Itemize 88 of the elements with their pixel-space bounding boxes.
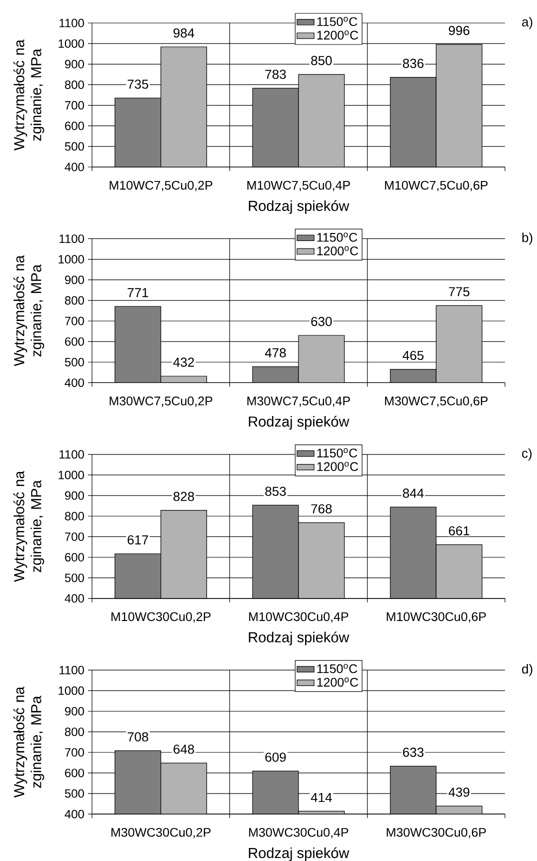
y-tick-label: 400 xyxy=(64,810,84,818)
legend-label: 1200$^{o}$C xyxy=(317,462,358,472)
y-tick-label: 1000 xyxy=(58,39,84,48)
y-axis-title: Wytrzymałość na zginanie, MPa xyxy=(13,39,44,150)
y-axis-title: Wytrzymałość na zginanie, MPa xyxy=(13,686,44,798)
x-tick-label: M30WC30Cu0,6P xyxy=(386,828,486,838)
legend-label: 1200$^{o}$C xyxy=(317,246,358,256)
y-tick-label: 600 xyxy=(65,768,84,778)
y-tick-label: 900 xyxy=(65,491,84,500)
y-tick-label: 800 xyxy=(64,80,84,89)
y-tick-label: 400 xyxy=(64,594,84,603)
y-axis-title: Wytrzymałość na zginanie, MPa xyxy=(13,255,44,366)
text: d) xyxy=(522,664,532,676)
x-axis-title: Rodzaj spieków xyxy=(248,416,350,430)
data-label: 771 xyxy=(128,288,148,298)
x-tick-label: M10WC30Cu0,2P xyxy=(111,612,211,623)
legend-label: 1150$^{o}$C xyxy=(317,232,358,242)
data-label: 853 xyxy=(265,486,286,496)
y-tick-label: 1100 xyxy=(60,18,84,28)
x-tick-label: M30WC30Cu0,2P xyxy=(111,828,211,838)
data-label: 630 xyxy=(311,316,332,326)
x-axis-title: Rodzaj spieków xyxy=(248,847,350,861)
data-label: 836 xyxy=(402,58,424,68)
legend-label: 1200$^{o}$C xyxy=(317,678,358,687)
x-tick-label: M10WC7,5Cu0,2P xyxy=(110,180,212,192)
x-tick-label: M10WC7,5Cu0,4P xyxy=(247,180,350,192)
text: a) xyxy=(522,16,532,30)
y-tick-label: 500 xyxy=(64,142,84,151)
data-label: 432 xyxy=(173,358,194,367)
y-tick-label: 700 xyxy=(65,532,84,541)
text: c) xyxy=(522,448,532,460)
x-tick-label: M10WC30Cu0,4P xyxy=(249,612,348,623)
text: b) xyxy=(522,232,532,245)
data-label: 850 xyxy=(311,56,332,66)
y-tick-label: 700 xyxy=(65,101,84,110)
data-label: 609 xyxy=(265,752,286,762)
legend-label: 1150$^{o}$C xyxy=(317,448,358,458)
data-label: 478 xyxy=(265,348,286,358)
data-label: 844 xyxy=(402,488,424,498)
x-tick-label: M30WC30Cu0,4P xyxy=(249,828,348,838)
y-tick-label: 900 xyxy=(65,60,84,68)
y-tick-label: 600 xyxy=(65,337,84,346)
y-tick-label: 700 xyxy=(65,316,84,326)
data-label: 439 xyxy=(448,788,470,797)
y-tick-label: 600 xyxy=(65,122,84,130)
data-label: 633 xyxy=(403,748,424,757)
data-label: 708 xyxy=(128,732,148,742)
data-label: 783 xyxy=(265,70,286,79)
y-tick-label: 500 xyxy=(64,358,84,366)
data-label: 768 xyxy=(311,504,332,514)
data-label: 465 xyxy=(402,350,424,360)
y-tick-label: 1000 xyxy=(58,470,84,480)
y-tick-label: 800 xyxy=(64,296,84,305)
x-tick-label: M30WC7,5Cu0,2P xyxy=(110,396,212,407)
y-tick-label: 500 xyxy=(64,574,84,582)
data-label: 984 xyxy=(174,28,194,38)
legend-label: 1150$^{o}$C xyxy=(317,664,358,674)
data-label: 648 xyxy=(174,744,194,754)
legend-label: 1150$^{o}$C xyxy=(317,16,358,26)
data-label: 828 xyxy=(173,492,194,502)
y-tick-label: 1000 xyxy=(58,255,84,264)
y-tick-label: 800 xyxy=(64,512,84,520)
y-tick-label: 1100 xyxy=(60,450,84,459)
y-tick-label: 500 xyxy=(64,789,84,798)
y-tick-label: 400 xyxy=(64,378,84,387)
data-label: 661 xyxy=(448,526,470,536)
x-tick-label: M10WC7,5Cu0,6P xyxy=(385,180,488,192)
y-tick-label: 600 xyxy=(65,553,84,562)
legend-label: 1200$^{o}$C xyxy=(317,30,358,40)
y-tick-label: 900 xyxy=(65,707,84,716)
y-tick-label: 1000 xyxy=(58,686,84,695)
x-tick-label: M30WC7,5Cu0,4P xyxy=(247,396,350,407)
data-label: 414 xyxy=(310,792,332,802)
data-label: 775 xyxy=(448,287,470,296)
y-tick-label: 400 xyxy=(64,162,84,172)
data-label: 617 xyxy=(128,535,148,544)
y-tick-label: 1100 xyxy=(60,234,84,243)
y-tick-label: 700 xyxy=(65,748,84,757)
x-tick-label: M30WC7,5Cu0,6P xyxy=(385,396,488,407)
data-label: 996 xyxy=(448,26,470,36)
y-tick-label: 1100 xyxy=(60,666,84,674)
y-tick-label: 800 xyxy=(64,728,84,736)
x-axis-title: Rodzaj spieków xyxy=(248,200,350,214)
y-axis-title: Wytrzymałość na zginanie, MPa xyxy=(13,470,44,582)
x-axis-title: Rodzaj spieków xyxy=(248,632,350,646)
data-label: 735 xyxy=(128,80,148,89)
x-tick-label: M10WC30Cu0,6P xyxy=(386,612,486,623)
y-tick-label: 900 xyxy=(65,276,84,284)
